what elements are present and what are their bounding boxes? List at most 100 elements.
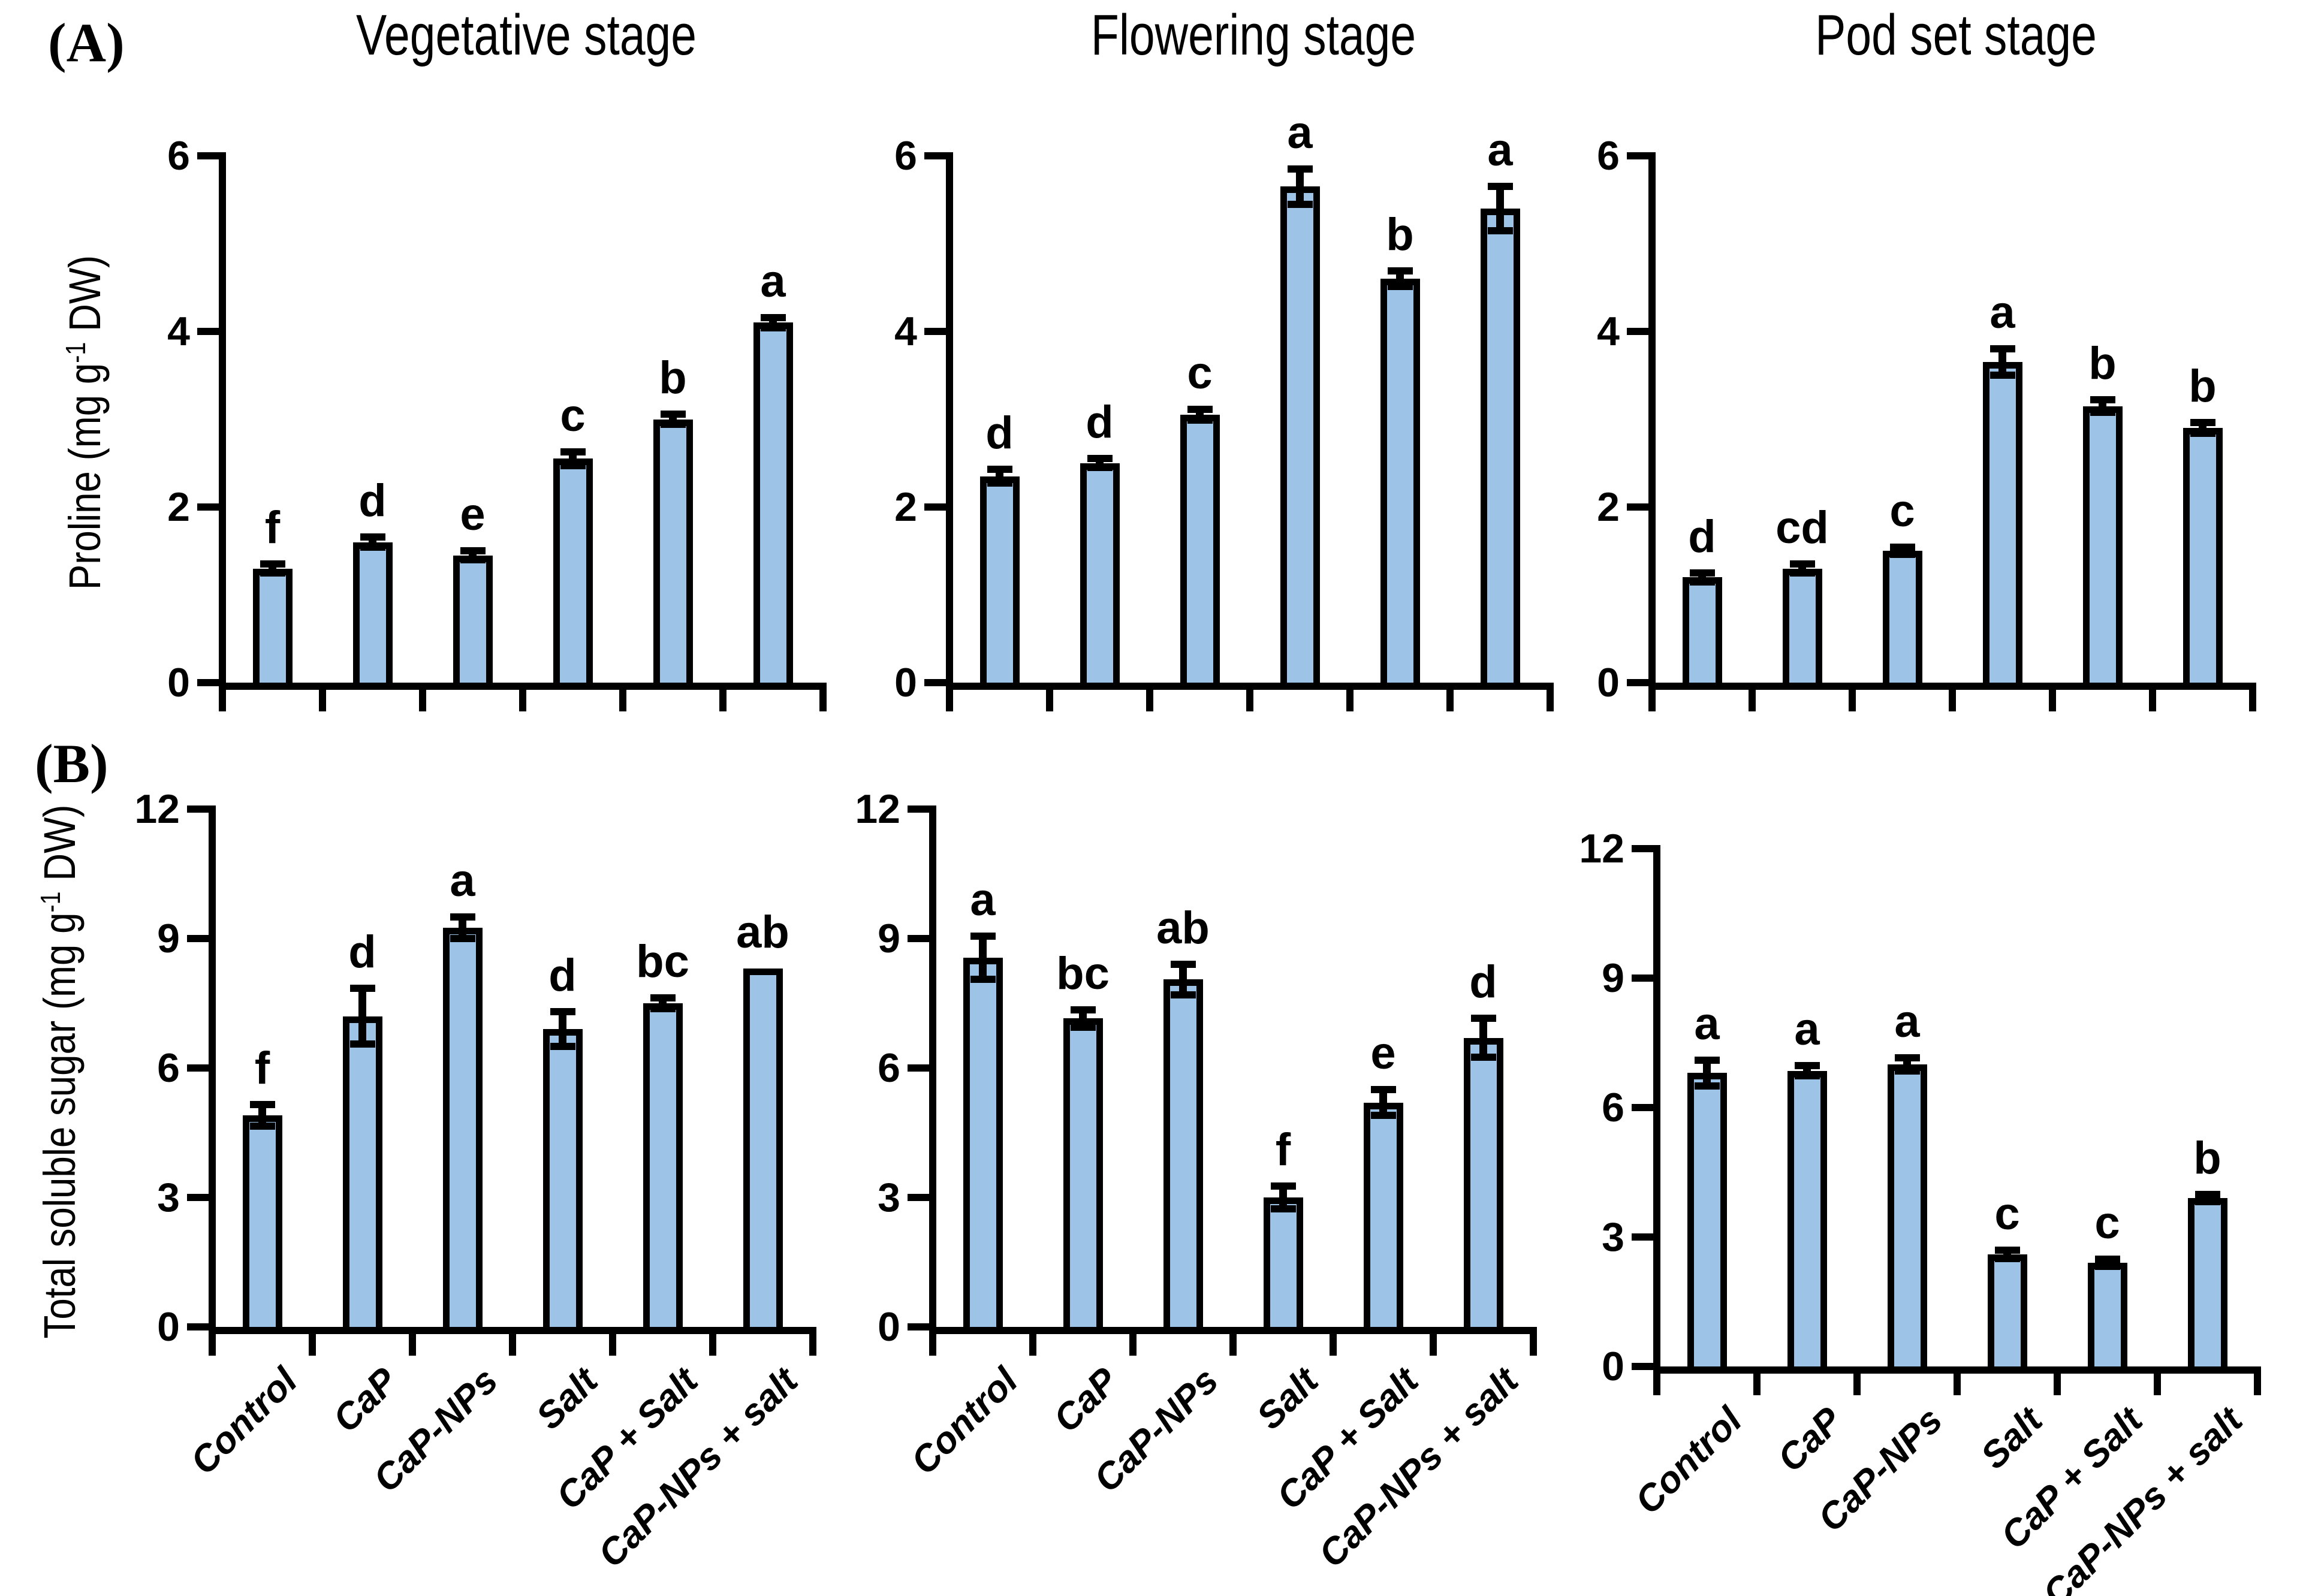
bar-cap	[352, 542, 393, 683]
error-bar-cap	[1487, 183, 1513, 191]
error-bar-cap	[1989, 345, 2015, 353]
error-bar-cap	[1789, 560, 1815, 568]
error-bar-cap	[349, 1040, 375, 1048]
bar-cap	[342, 1016, 382, 1327]
bar-cap-salt	[2087, 1263, 2127, 1366]
x-axis-tick	[1648, 683, 1656, 711]
error-bar-cap	[2190, 419, 2215, 427]
x-axis-tick	[209, 1327, 216, 1356]
x-axis-tick	[609, 1327, 616, 1356]
error-bar-cap	[360, 533, 385, 541]
y-axis-tick-label: 0	[878, 1304, 900, 1350]
chart-proline-vegetative: 0 2 4 6 f d e c b a	[167, 133, 827, 711]
chart-proline-podset: 0 2 4 6 d cd c a b b	[1597, 133, 2256, 711]
significance-letter: e	[460, 489, 486, 541]
bar-cap-nps	[1163, 979, 1203, 1327]
bar-cap-salt	[653, 419, 693, 683]
x-axis-tick	[1430, 1327, 1437, 1356]
x-axis-tick	[1653, 1366, 1660, 1395]
bar-cap-nps-salt	[2187, 1198, 2227, 1366]
category-label: Control	[182, 1360, 306, 1483]
error-bar-cap	[1270, 1182, 1296, 1190]
error-bar-cap	[970, 976, 996, 983]
category-label: CaP	[1045, 1360, 1126, 1441]
error-bar-cap	[970, 933, 996, 940]
x-axis-tick	[946, 683, 953, 711]
error-bar-cap	[349, 984, 375, 992]
bar-cap-salt	[1380, 279, 1420, 683]
y-axis-tick-label: 3	[878, 1175, 900, 1220]
significance-letter: a	[1794, 1004, 1820, 1055]
bar-salt	[553, 458, 593, 683]
significance-letter: a	[1287, 107, 1313, 158]
significance-letter: c	[560, 390, 586, 441]
error-bar-cap	[560, 448, 586, 455]
error-bar-cap	[1370, 1086, 1396, 1093]
significance-letter: d	[985, 408, 1014, 459]
error-bar-cap	[260, 569, 285, 577]
y-axis-tick-label: 6	[878, 1045, 900, 1091]
error-bar-cap	[660, 410, 686, 418]
error-bar-cap	[1187, 416, 1213, 424]
chart-sugar-flowering: 0 3 6 9 12 a Control bc CaP ab CaP-NPs f Salt e CaP + …	[855, 786, 1537, 1576]
bar-control	[252, 568, 293, 683]
error-bar-cap	[1287, 165, 1313, 173]
y-axis-tick-label: 12	[1579, 826, 1624, 871]
error-bar-cap	[1889, 544, 1915, 551]
error-bar-cap	[1087, 455, 1113, 463]
error-bar	[1396, 270, 1404, 287]
error-bar	[1496, 186, 1504, 231]
error-bar	[1179, 964, 1187, 995]
error-bar-cap	[650, 994, 676, 1002]
significance-letter: d	[1469, 957, 1497, 1008]
error-bar-cap	[249, 1101, 275, 1109]
bar-cap	[1080, 463, 1120, 683]
significance-letter: ab	[1156, 903, 1210, 954]
x-axis-tick	[709, 1327, 716, 1356]
error-bar	[358, 988, 366, 1045]
chart-sugar-podset: 0 3 6 9 12 a Control a CaP a CaP-NPs c Salt c CaP + Sa…	[1579, 826, 2261, 1596]
error-bar-cap	[560, 462, 586, 470]
y-axis-tick	[1632, 1233, 1660, 1241]
x-axis-tick	[1749, 683, 1756, 711]
x-axis-tick	[809, 1327, 816, 1356]
stage-title-flowering: Flowering stage	[1090, 3, 1416, 67]
stage-title-podset: Pod set stage	[1815, 3, 2097, 67]
bar-cap-nps-salt	[1463, 1037, 1503, 1327]
y-axis-tick	[197, 152, 226, 159]
error-bar-cap	[2094, 1256, 2120, 1263]
error-bar-cap	[760, 313, 786, 321]
x-axis-tick	[1446, 683, 1454, 711]
x-axis-tick	[1146, 683, 1153, 711]
x-axis-tick	[1246, 683, 1253, 711]
x-axis-tick	[1547, 683, 1554, 711]
bar-cap-nps-salt	[2183, 428, 2223, 683]
error-bar-cap	[1487, 227, 1513, 234]
x-axis-tick	[2049, 683, 2056, 711]
error-bar-cap	[1794, 1072, 1820, 1080]
bar-cap-nps	[442, 928, 483, 1327]
error-bar-cap	[987, 479, 1012, 487]
y-axis-tick-label: 9	[878, 916, 900, 961]
error-bar-cap	[2195, 1197, 2220, 1205]
y-axis-tick	[187, 1194, 216, 1201]
significance-letter: a	[1487, 125, 1513, 176]
significance-letter: b	[659, 352, 687, 403]
bar-cap	[1782, 568, 1822, 683]
x-axis-tick	[1330, 1327, 1337, 1356]
error-bar-cap	[1070, 1023, 1096, 1031]
y-axis-tick-label: 6	[1602, 1085, 1624, 1130]
significance-letter: b	[2189, 361, 2217, 412]
significance-letter: b	[2193, 1133, 2221, 1184]
y-axis-tick	[924, 503, 953, 511]
y-axis-tick-label: 4	[894, 309, 917, 354]
y-axis-tick-label: 2	[1597, 484, 1620, 530]
error-bar	[559, 1012, 566, 1046]
significance-letter: a	[1694, 998, 1720, 1049]
category-label: Salt	[1249, 1360, 1327, 1438]
significance-letter: d	[1688, 511, 1716, 562]
x-axis-tick	[1029, 1327, 1036, 1356]
error-bar-cap	[1694, 1056, 1720, 1064]
bar-salt	[1263, 1197, 1303, 1327]
bar-control	[242, 1115, 282, 1327]
